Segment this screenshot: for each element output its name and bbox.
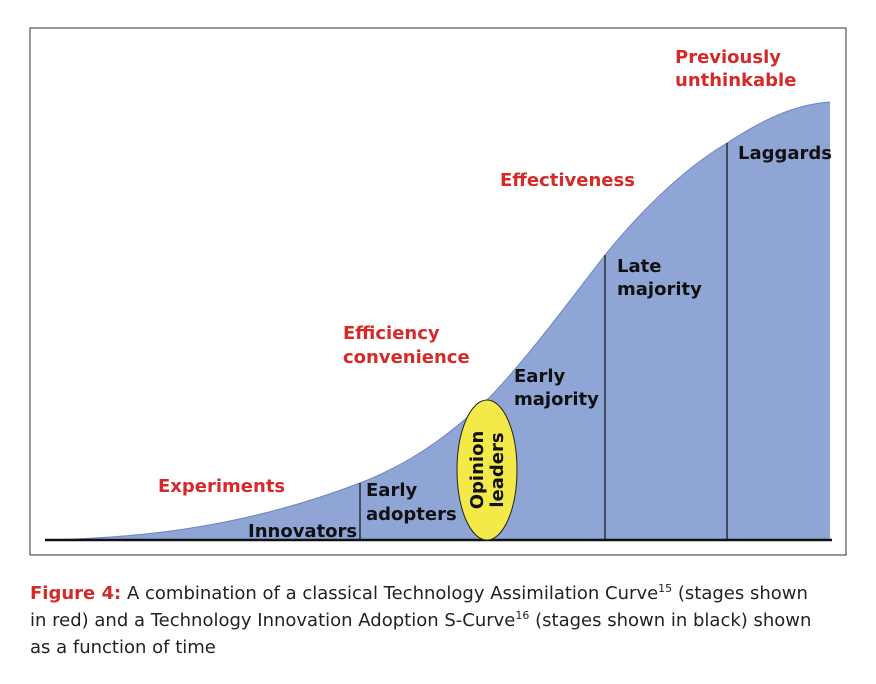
black-stage: Innovators: [248, 521, 357, 542]
black-stage: adopters: [366, 504, 457, 525]
diagram: Previously unthinkable Effectiveness Eff…: [29, 27, 847, 556]
caption-text: A combination of a classical Technology …: [121, 583, 659, 604]
red-stage: unthinkable: [675, 70, 796, 91]
caption-label: Figure 4:: [30, 583, 122, 604]
opinion-leaders-ellipse: [456, 399, 518, 541]
frame: [29, 27, 847, 556]
black-stage: Early: [366, 480, 417, 501]
opinion-leaders: Opinion leaders: [467, 431, 508, 510]
red-stage: Efficiency: [343, 323, 440, 344]
caption-ref: 16: [515, 609, 530, 622]
red-stage: Effectiveness: [500, 170, 635, 191]
opinion-leaders-label: leaders: [487, 432, 508, 507]
s-curve-area: [45, 102, 830, 540]
opinion-leaders-label: Opinion: [467, 431, 488, 510]
black-stage: Late: [617, 256, 661, 277]
caption-text: (stages shown in red) and a Technology I…: [30, 583, 808, 631]
red-stage: Previously: [675, 47, 781, 68]
caption-text: (stages shown in black) shown as a funct…: [30, 610, 812, 658]
red-stage: Experiments: [158, 476, 285, 497]
caption: Figure 4: A combination of a classical T…: [30, 580, 830, 661]
black-stage: Laggards: [738, 143, 832, 164]
black-stage: majority: [514, 389, 599, 410]
caption-ref: 15: [658, 582, 673, 595]
black-stage: Early: [514, 366, 565, 387]
red-stage: convenience: [343, 347, 470, 368]
black-stage: majority: [617, 279, 702, 300]
